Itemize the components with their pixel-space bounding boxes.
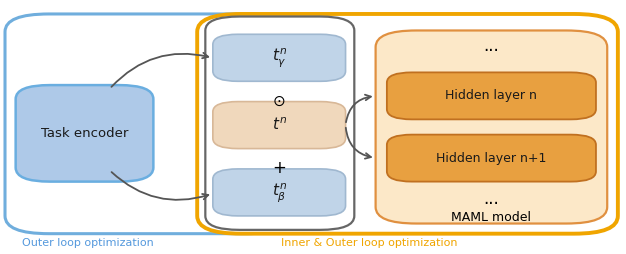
- FancyBboxPatch shape: [16, 85, 153, 182]
- FancyBboxPatch shape: [197, 14, 618, 234]
- Text: Hidden layer n+1: Hidden layer n+1: [436, 152, 546, 165]
- FancyBboxPatch shape: [213, 169, 346, 216]
- Text: +: +: [272, 159, 286, 177]
- Text: $t_{\beta}^{n}$: $t_{\beta}^{n}$: [272, 181, 287, 204]
- FancyBboxPatch shape: [205, 17, 354, 230]
- Text: $t^{n}$: $t^{n}$: [272, 117, 287, 133]
- Text: $t_{\gamma}^{n}$: $t_{\gamma}^{n}$: [272, 46, 287, 69]
- FancyBboxPatch shape: [213, 102, 346, 149]
- FancyBboxPatch shape: [213, 34, 346, 81]
- Text: Hidden layer n: Hidden layer n: [446, 89, 537, 102]
- Text: Outer loop optimization: Outer loop optimization: [22, 237, 153, 248]
- FancyBboxPatch shape: [387, 72, 596, 119]
- Text: ...: ...: [483, 190, 500, 208]
- FancyBboxPatch shape: [5, 14, 290, 234]
- Text: Inner & Outer loop optimization: Inner & Outer loop optimization: [281, 237, 458, 248]
- Text: MAML model: MAML model: [451, 211, 531, 224]
- Text: Task encoder: Task encoder: [41, 127, 128, 140]
- FancyBboxPatch shape: [376, 30, 607, 224]
- Text: ...: ...: [483, 37, 500, 55]
- FancyBboxPatch shape: [387, 135, 596, 182]
- Text: ⊙: ⊙: [273, 94, 285, 109]
